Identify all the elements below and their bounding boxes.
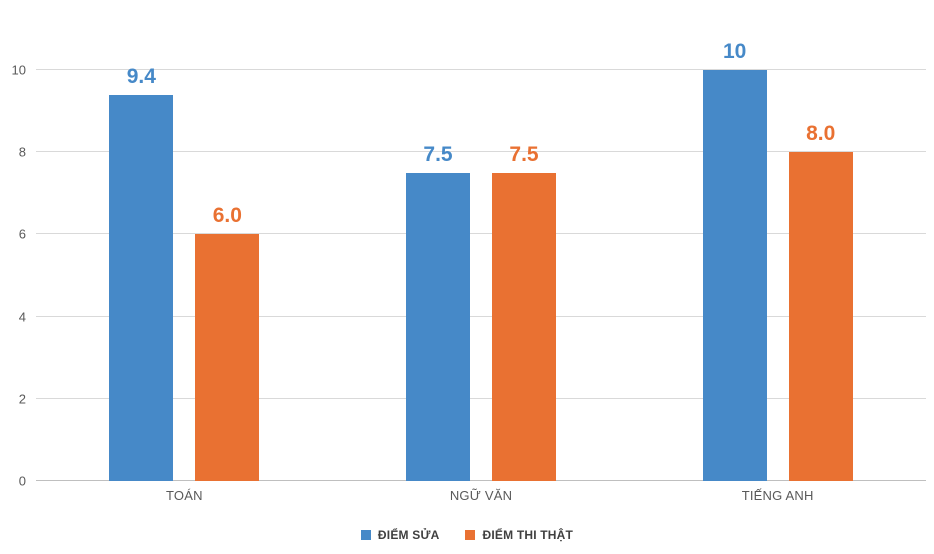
bar[interactable]: 8.0 — [788, 122, 853, 481]
bar-group: 7.5 7.5 — [333, 70, 630, 481]
y-tick-label: 8 — [18, 144, 26, 160]
bar[interactable]: 7.5 — [406, 143, 470, 481]
bar-group: 10 8.0 — [629, 40, 926, 481]
y-tick-label: 4 — [18, 309, 26, 325]
bar-value-label: 9.4 — [126, 64, 156, 88]
bar[interactable]: 6.0 — [195, 204, 260, 481]
bar[interactable]: 9.4 — [109, 65, 174, 481]
gridline — [36, 397, 926, 399]
bar-value-label: 6.0 — [212, 204, 242, 228]
bar[interactable]: 7.5 — [492, 143, 556, 481]
y-tick-label: 6 — [18, 226, 26, 242]
bar-groups: 9.4 6.0 7.5 7.5 10 8.0 — [36, 40, 926, 481]
gridline — [36, 480, 926, 481]
y-tick-label: 2 — [18, 391, 26, 407]
bar-value-label: 7.5 — [423, 142, 453, 166]
legend-swatch-icon — [465, 530, 476, 540]
bar-value-label: 10 — [722, 40, 747, 63]
bar[interactable]: 10 — [702, 40, 767, 481]
y-tick-label: 10 — [11, 62, 26, 78]
y-tick-label: 0 — [18, 473, 26, 489]
gridline — [36, 69, 926, 70]
bar-group: 9.4 6.0 — [36, 65, 333, 481]
bar-value-label: 8.0 — [806, 122, 836, 146]
plot-area: 0 2 4 6 8 10 9.4 6.0 7.5 7.5 10 8.0 — [12, 40, 926, 489]
legend: ĐIỂM SỬA ĐIỂM THI THẬT — [0, 528, 934, 542]
legend-label: ĐIỂM SỬA — [377, 528, 440, 542]
legend-item[interactable]: ĐIỂM THI THẬT — [465, 528, 573, 542]
x-tick-label: TOÁN — [165, 488, 203, 503]
x-tick-label: NGỮ VĂN — [449, 488, 513, 503]
legend-label: ĐIỂM THI THẬT — [482, 528, 574, 542]
legend-item[interactable]: ĐIỂM SỬA — [360, 528, 440, 542]
gridline — [36, 151, 926, 153]
legend-swatch-icon — [360, 530, 371, 540]
gridline — [36, 315, 926, 317]
x-axis-labels: TOÁN NGỮ VĂN TIẾNG ANH — [36, 488, 926, 503]
bar-value-label: 7.5 — [509, 142, 539, 166]
gridline — [36, 233, 926, 235]
x-tick-label: TIẾNG ANH — [741, 488, 814, 503]
